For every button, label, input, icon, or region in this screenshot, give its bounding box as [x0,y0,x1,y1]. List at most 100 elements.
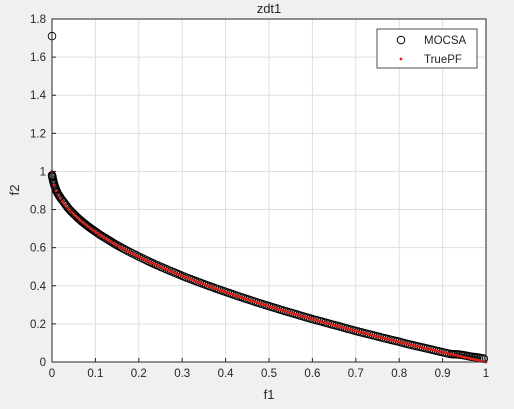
truepf-point [276,307,280,311]
truepf-point [204,283,208,287]
x-tick-label: 0.1 [87,368,103,380]
truepf-point [150,261,154,265]
truepf-point [365,332,369,336]
truepf-point [172,270,175,274]
y-tick-label: 1.4 [30,90,47,102]
truepf-point [176,272,180,276]
truepf-point [473,358,477,362]
truepf-point [215,287,219,291]
truepf-point [432,348,436,352]
truepf-point [393,339,397,343]
truepf-point [98,233,102,237]
truepf-point [78,218,82,222]
truepf-point [152,262,156,266]
truepf-point [252,299,256,303]
x-tick-label: 0.8 [391,368,407,380]
truepf-point [115,243,119,247]
truepf-point [206,284,210,288]
truepf-point [70,210,73,214]
truepf-point [94,230,97,234]
truepf-point [130,252,134,255]
truepf-point [334,324,338,328]
truepf-point [52,183,56,187]
truepf-point [161,266,165,270]
truepf-point [141,257,145,261]
y-axis-label: f2 [7,185,22,196]
truepf-point [358,330,362,334]
y-tick-label: 0.6 [30,243,46,255]
truepf-point [460,355,464,359]
truepf-point [83,222,86,226]
truepf-point [109,240,112,243]
truepf-point [211,285,214,289]
truepf-point [63,203,67,206]
truepf-point [167,269,171,272]
truepf-point [139,256,143,260]
truepf-point [369,333,373,337]
truepf-point [417,345,421,349]
truepf-point [408,343,412,346]
truepf-point [250,299,254,303]
y-tick-label: 0.2 [30,319,46,331]
truepf-point [465,356,468,360]
truepf-point [202,282,206,286]
truepf-point [291,312,295,315]
truepf-point [289,311,293,315]
truepf-point [445,351,449,355]
truepf-point [224,290,228,294]
truepf-point [189,277,193,281]
truepf-point [412,344,416,347]
truepf-point [347,327,351,331]
truepf-point [241,296,245,300]
x-tick-label: 0.2 [131,368,147,380]
truepf-point [120,246,123,250]
truepf-point [443,351,447,355]
x-tick-label: 0.9 [435,368,451,380]
y-tick-label: 1.6 [30,52,46,64]
truepf-point [454,353,458,357]
truepf-point [402,341,405,345]
truepf-point [57,193,60,197]
truepf-point [341,326,345,329]
truepf-point [478,359,481,362]
truepf-point [280,308,284,312]
truepf-point [178,273,182,277]
mocsa-point [68,208,77,218]
truepf-point [423,346,427,350]
truepf-point [258,302,262,305]
truepf-point [191,278,195,282]
truepf-point [404,342,408,345]
y-tick-label: 0.4 [30,281,47,293]
truepf-point [282,309,286,313]
mocsa-point [58,196,68,206]
mocsa-point [61,201,71,210]
truepf-point [391,338,395,342]
x-tick-label: 0.7 [348,368,364,380]
truepf-point [104,237,108,241]
truepf-point [430,348,434,352]
truepf-point [59,196,63,200]
truepf-point [85,223,89,227]
truepf-point [449,352,453,356]
truepf-point [360,331,364,334]
truepf-point [380,336,384,339]
truepf-point [230,292,234,296]
x-tick-label: 0.4 [218,368,235,380]
truepf-point [441,350,444,354]
truepf-point [243,297,247,300]
truepf-point [367,332,371,336]
x-axis-label: f1 [264,387,275,402]
mocsa-point [90,226,99,236]
mocsa-point [119,244,128,254]
legend-mocsa-label: MOCSA [424,35,467,47]
truepf-point [254,300,258,304]
truepf-point [304,315,308,319]
truepf-point [122,247,126,251]
truepf-point [345,327,349,330]
truepf-point [467,356,471,360]
truepf-point [163,267,167,271]
mocsa-point [57,195,67,204]
data-layer [47,31,489,364]
